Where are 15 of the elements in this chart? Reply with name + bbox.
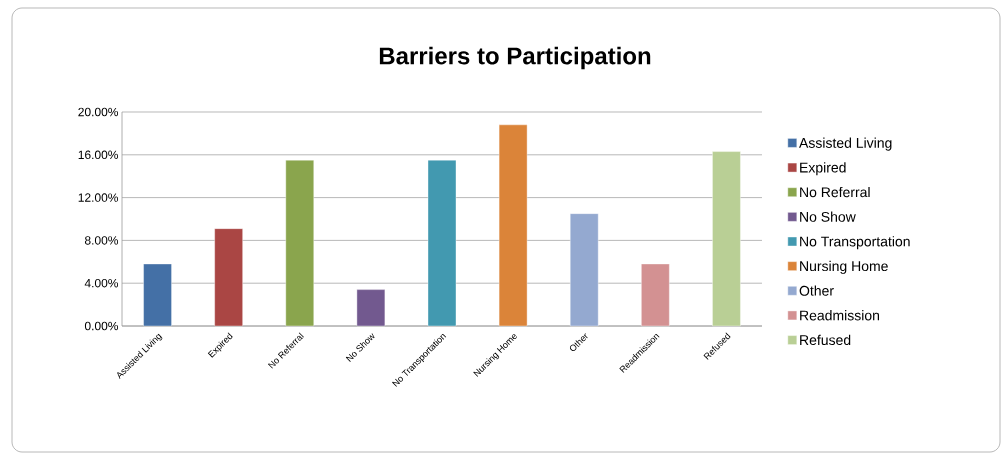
legend-label: Nursing Home bbox=[800, 260, 888, 274]
y-tick-label: 8.00% bbox=[84, 236, 119, 245]
y-tick-label: 12.00% bbox=[78, 193, 119, 202]
legend-label: No Referral bbox=[800, 186, 870, 198]
y-tick-label: 0.00% bbox=[84, 321, 119, 331]
legend-label: No Transportation bbox=[800, 236, 910, 250]
legend-label: No Show bbox=[800, 211, 856, 222]
legend-label: Assisted Living bbox=[799, 137, 892, 151]
legend-label: Expired bbox=[800, 162, 846, 176]
legend-label: Readmission bbox=[800, 310, 880, 321]
y-tick-label: 4.00% bbox=[84, 278, 119, 288]
chart-title: Barriers to Participation bbox=[379, 46, 651, 70]
legend-label: Other bbox=[799, 285, 834, 296]
y-tick-label: 16.00% bbox=[78, 150, 119, 160]
y-tick-label: 20.00% bbox=[78, 107, 119, 117]
